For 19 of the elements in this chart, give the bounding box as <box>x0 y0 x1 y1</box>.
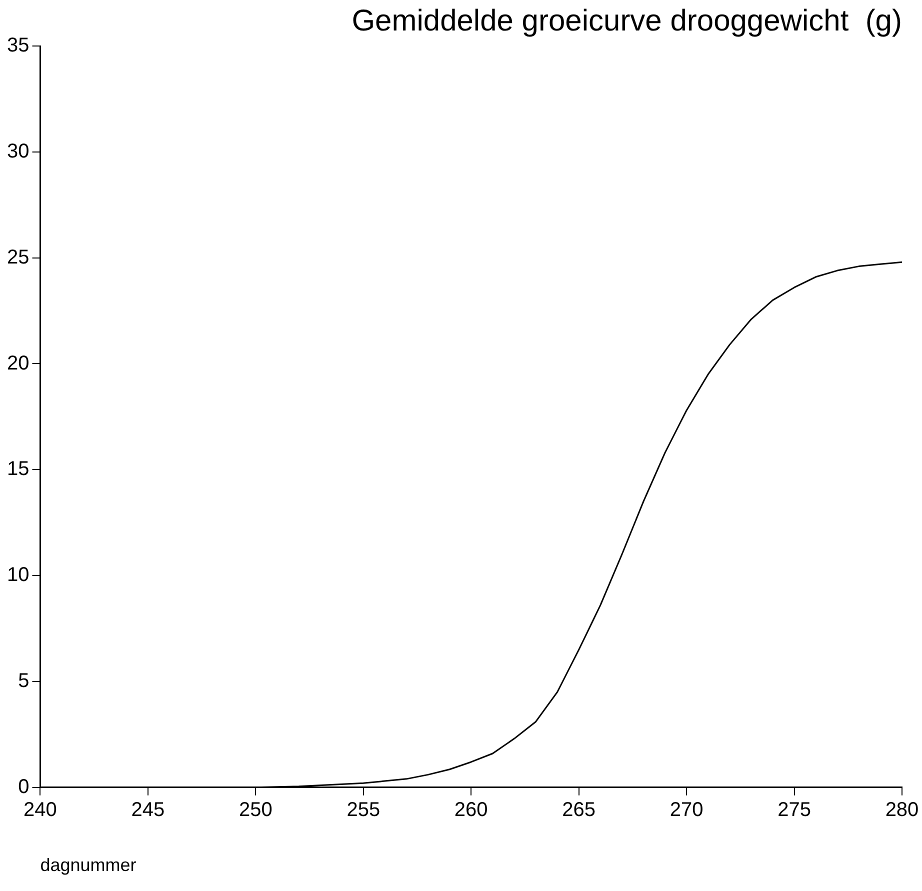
y-tick-label: 30 <box>6 140 30 162</box>
y-tick-label: 20 <box>6 352 30 374</box>
x-axis-title: dagnummer <box>40 855 136 876</box>
y-tick-label: 0 <box>18 776 30 798</box>
x-tick-label: 265 <box>562 798 596 821</box>
chart-title: Gemiddelde groeicurve drooggewicht (g) <box>352 4 902 38</box>
y-tick-label: 10 <box>6 564 30 586</box>
x-tick-label: 260 <box>454 798 488 821</box>
x-tick-label: 245 <box>131 798 165 821</box>
x-tick-label: 255 <box>346 798 380 821</box>
y-tick-label: 5 <box>18 670 30 692</box>
y-tick-label: 25 <box>6 246 30 268</box>
x-tick-label: 280 <box>885 798 919 821</box>
x-tick-label: 240 <box>24 798 57 821</box>
y-tick-label: 15 <box>6 458 30 480</box>
x-tick-label: 275 <box>778 798 811 821</box>
y-tick-label: 35 <box>6 34 30 57</box>
x-tick-label: 250 <box>238 798 272 821</box>
x-tick-label: 270 <box>670 798 704 821</box>
